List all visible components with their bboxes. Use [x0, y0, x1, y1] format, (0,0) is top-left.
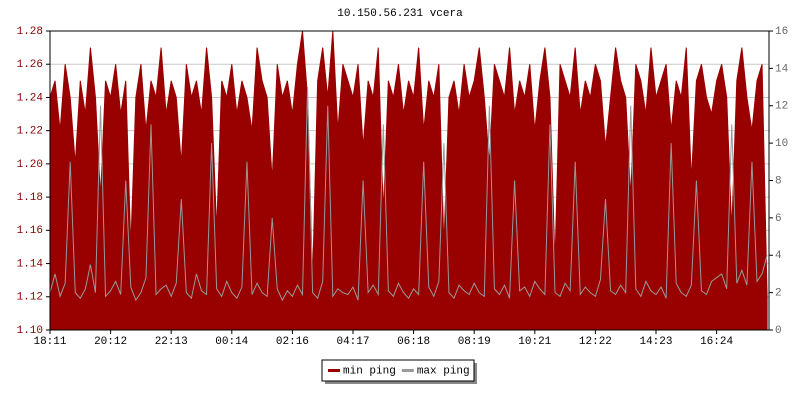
y-tick-label: 1.22 — [17, 126, 43, 138]
y2-tick-label: 6 — [775, 213, 782, 225]
y2-tick-label: 4 — [775, 250, 782, 262]
y-tick-label: 1.10 — [17, 325, 43, 337]
y-tick-label: 1.16 — [17, 225, 43, 237]
x-tick-label: 04:17 — [336, 336, 369, 348]
y-tick-label: 1.24 — [17, 92, 44, 104]
y2-tick-label: 8 — [775, 175, 782, 187]
y2-tick-label: 2 — [775, 288, 782, 300]
y-tick-label: 1.28 — [17, 26, 43, 38]
legend-label: max ping — [417, 365, 470, 377]
y2-tick-label: 10 — [775, 138, 788, 150]
line — [49, 87, 768, 302]
x-tick-label: 22:13 — [155, 336, 188, 348]
y2-tick-label: 16 — [775, 26, 788, 38]
x-tick-label: 00:14 — [215, 336, 248, 348]
y-tick-label: 1.26 — [17, 59, 43, 71]
x-tick-label: 16:24 — [700, 336, 733, 348]
x-tick-label: 02:16 — [276, 336, 309, 348]
y2-tick-label: 0 — [775, 325, 782, 337]
x-tick-label: 18:11 — [33, 336, 66, 348]
y-tick-label: 1.20 — [17, 159, 43, 171]
y-tick-label: 1.12 — [17, 292, 43, 304]
x-tick-label: 12:22 — [579, 336, 612, 348]
x-tick-label: 06:18 — [397, 336, 430, 348]
x-tick-label: 20:12 — [94, 336, 127, 348]
y-tick-label: 1.18 — [17, 192, 43, 204]
y2-tick-label: 12 — [775, 101, 788, 113]
legend-label: min ping — [343, 365, 396, 377]
x-tick-label: 10:21 — [518, 336, 551, 348]
y2-tick-label: 14 — [775, 63, 789, 75]
legend — [321, 359, 475, 382]
x-tick-label: 14:23 — [639, 336, 672, 348]
y-tick-label: 1.14 — [17, 258, 44, 270]
chart-title: 10.150.56.231 vcera — [337, 8, 463, 20]
area — [49, 30, 768, 331]
x-tick-label: 08:19 — [458, 336, 491, 348]
